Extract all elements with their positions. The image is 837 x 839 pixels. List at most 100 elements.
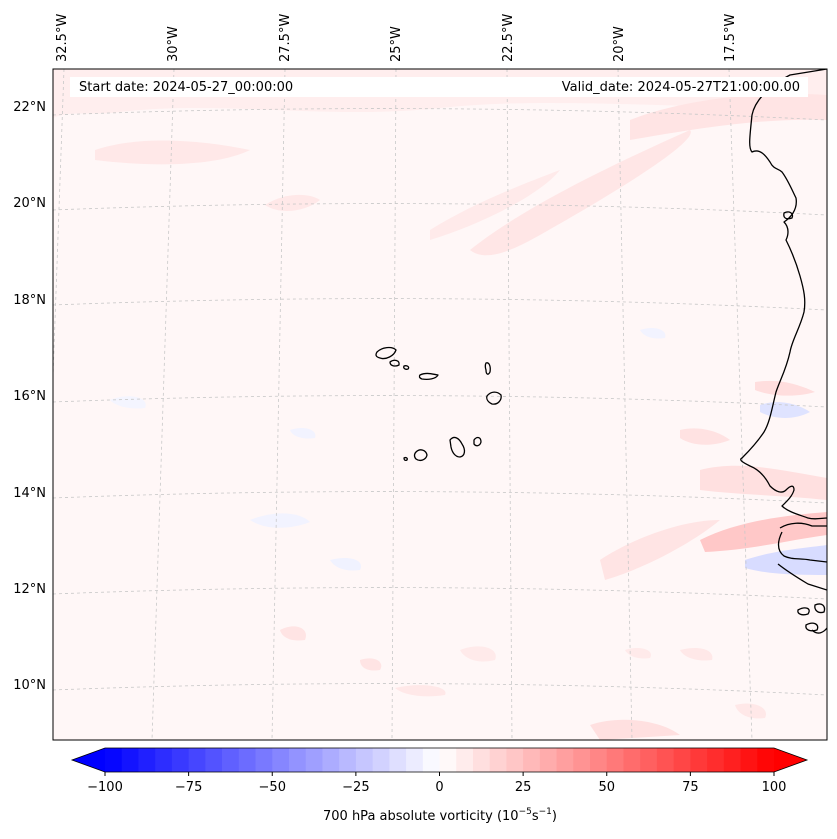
colorbar-cells bbox=[105, 748, 775, 772]
gambia-river bbox=[779, 522, 827, 529]
gridline-lat bbox=[53, 108, 827, 121]
cape-verde-brava bbox=[403, 456, 408, 462]
gridline-lat bbox=[53, 395, 827, 408]
cape-verde-fogo bbox=[413, 449, 428, 462]
goree-island bbox=[783, 211, 794, 220]
colorbar-cell bbox=[355, 748, 374, 772]
colorbar-tick-label: −100 bbox=[87, 780, 123, 795]
colorbar-cell bbox=[272, 748, 290, 772]
vorticity-blob bbox=[95, 140, 250, 165]
colorbar-cell bbox=[406, 748, 424, 772]
colorbar-cell bbox=[155, 748, 173, 772]
longitude-labels: 32.5°W 30°W 27.5°W 25°W 22.5°W 20°W 17.5… bbox=[55, 14, 738, 62]
vorticity-blob bbox=[430, 170, 560, 240]
colorbar-cell bbox=[723, 748, 741, 772]
colorbar-cell bbox=[322, 748, 340, 772]
cape-verde-santiago bbox=[449, 436, 466, 458]
colorbar-cell bbox=[590, 748, 608, 772]
bijagos-island bbox=[814, 603, 826, 614]
colorbar-label: 700 hPa absolute vorticity (10−5s−1) bbox=[323, 807, 557, 824]
colorbar-cell bbox=[188, 748, 206, 772]
colorbar-tick-label: 0 bbox=[435, 780, 443, 795]
colorbar: −100 −75 −50 −25 0 25 50 75 100 700 hPa absolute… bbox=[70, 747, 809, 824]
colorbar-cell bbox=[305, 748, 323, 772]
colorbar-cell bbox=[372, 748, 390, 772]
colorbar-cell bbox=[422, 748, 440, 772]
colorbar-tick-label: 25 bbox=[515, 780, 532, 795]
colorbar-cell bbox=[673, 748, 691, 772]
date-header: Start date: 2024-05-27_00:00:00 Valid_da… bbox=[70, 77, 808, 97]
colorbar-cell bbox=[656, 748, 675, 772]
colorbar-cell bbox=[523, 748, 541, 772]
colorbar-cell bbox=[472, 748, 491, 772]
vorticity-blob bbox=[395, 685, 446, 697]
colorbar-cell bbox=[288, 748, 307, 772]
colorbar-cell bbox=[623, 748, 641, 772]
colorbar-cell bbox=[171, 748, 190, 772]
colorbar-ticks: −100 −75 −50 −25 0 25 50 75 100 bbox=[87, 772, 786, 795]
map-panel bbox=[52, 68, 828, 741]
colorbar-cell bbox=[556, 748, 574, 772]
vorticity-blob bbox=[700, 512, 827, 552]
lat-label: 14°N bbox=[13, 486, 46, 501]
colorbar-cell bbox=[456, 748, 474, 772]
vorticity-blob bbox=[755, 380, 815, 396]
vorticity-blob bbox=[745, 545, 827, 575]
gridline-lon bbox=[506, 69, 513, 740]
cape-verde-sal bbox=[484, 362, 491, 375]
vorticity-blob bbox=[110, 396, 146, 409]
gridline-lat bbox=[53, 298, 827, 311]
africa-coastline bbox=[740, 69, 827, 520]
latitude-labels: 22°N 20°N 18°N 16°N 14°N 12°N 10°N bbox=[13, 100, 46, 693]
cape-verde-sao-nicolau bbox=[418, 372, 439, 381]
colorbar-cell bbox=[255, 748, 273, 772]
lat-label: 22°N bbox=[13, 100, 46, 115]
vorticity-blob bbox=[640, 327, 666, 339]
cape-verde-santa-luzia bbox=[403, 365, 410, 370]
colorbar-cell bbox=[690, 748, 708, 772]
gridline-lat bbox=[53, 491, 827, 504]
gridline-lon bbox=[151, 69, 175, 740]
colorbar-tick-label: −75 bbox=[175, 780, 202, 795]
colorbar-tick-label: −25 bbox=[342, 780, 369, 795]
lat-label: 16°N bbox=[13, 389, 46, 404]
colorbar-cell bbox=[238, 748, 256, 772]
lon-label: 20°W bbox=[612, 26, 627, 62]
start-date-label: Start date: 2024-05-27_00:00:00 bbox=[79, 80, 293, 95]
colorbar-tick-label: 50 bbox=[598, 780, 615, 795]
gridline-lon bbox=[391, 69, 397, 740]
date-header-background bbox=[70, 77, 808, 97]
colorbar-cell bbox=[740, 748, 758, 772]
map-background bbox=[53, 69, 827, 740]
colorbar-cell bbox=[439, 748, 457, 772]
lat-label: 10°N bbox=[13, 678, 46, 693]
colorbar-cell bbox=[506, 748, 524, 772]
cape-verde-boa-vista bbox=[486, 391, 502, 405]
map-border bbox=[52, 68, 828, 741]
guinea-coast bbox=[811, 627, 827, 634]
vorticity-blob bbox=[735, 703, 766, 719]
lon-label: 25°W bbox=[389, 26, 404, 62]
lat-label: 18°N bbox=[13, 293, 46, 308]
vorticity-blob bbox=[330, 558, 361, 571]
colorbar-cell bbox=[539, 748, 557, 772]
lon-label: 17.5°W bbox=[723, 14, 738, 62]
vorticity-blob bbox=[250, 513, 310, 528]
colorbar-cell bbox=[489, 748, 507, 772]
vorticity-blob bbox=[680, 648, 713, 661]
vorticity-blob bbox=[700, 465, 827, 500]
bijagos-island bbox=[805, 622, 819, 632]
vorticity-blob bbox=[460, 646, 496, 662]
colorbar-cell bbox=[757, 748, 775, 772]
senegal-lower-coast bbox=[777, 531, 827, 563]
colorbar-tick-label: 100 bbox=[762, 780, 787, 795]
gridline-lat bbox=[53, 587, 827, 600]
colorbar-cell bbox=[339, 748, 357, 772]
gridline-lon bbox=[271, 69, 286, 740]
bijagos-island bbox=[797, 607, 810, 616]
vorticity-blob bbox=[600, 520, 720, 580]
cape-verde-maio bbox=[473, 436, 482, 447]
colorbar-cell bbox=[389, 748, 407, 772]
colorbar-cell bbox=[640, 748, 658, 772]
